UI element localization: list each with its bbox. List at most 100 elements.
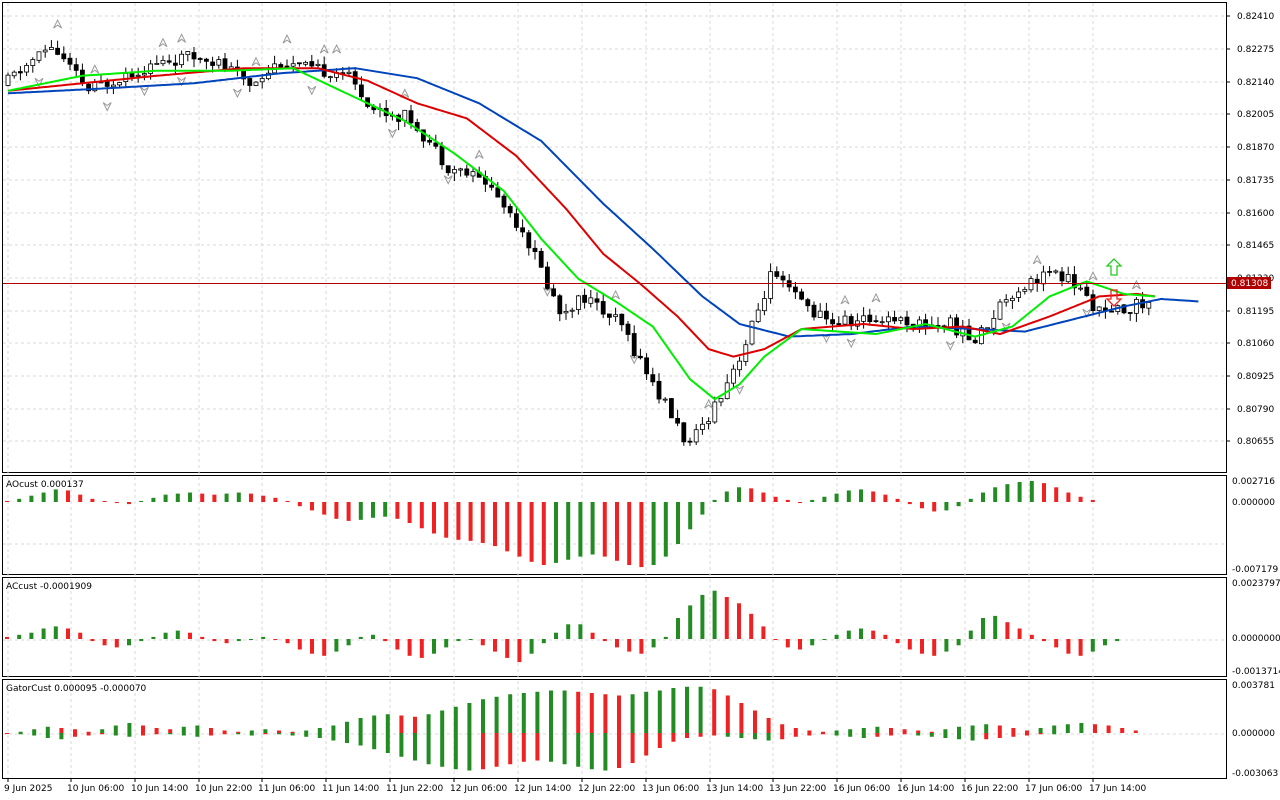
buy-arrow-icon <box>1105 258 1123 276</box>
gator-upper-bar <box>304 730 309 733</box>
candle <box>73 57 79 78</box>
candle <box>470 166 476 183</box>
histogram-bar <box>53 626 58 639</box>
histogram-bar <box>785 639 790 648</box>
fractal-down-icon <box>102 102 112 112</box>
gator-upper-bar <box>943 729 948 733</box>
histogram-bar <box>944 639 949 652</box>
gator-lower-bar <box>916 733 921 736</box>
gator-lower-bar <box>821 733 825 735</box>
price-label: 0.80655 <box>1237 437 1274 447</box>
ac-pane[interactable] <box>2 577 1227 677</box>
candle <box>898 315 904 325</box>
candle <box>799 288 804 301</box>
candle <box>55 40 60 56</box>
fractal-down-icon <box>443 175 453 185</box>
time-label: 13 Jun 06:00 <box>642 784 699 794</box>
fractal-up-icon <box>319 44 329 54</box>
histogram-bar <box>1066 492 1071 502</box>
gator-upper-bar <box>1052 725 1057 733</box>
histogram-bar <box>1042 639 1046 642</box>
histogram-bar <box>688 502 693 530</box>
candle <box>1127 312 1133 321</box>
fractal-down-icon <box>542 287 552 297</box>
histogram-bar <box>688 605 693 639</box>
candle <box>30 57 36 73</box>
histogram-bar <box>358 636 363 639</box>
gator-upper-bar <box>181 726 186 733</box>
candle <box>867 308 873 325</box>
gator-lower-bar <box>984 733 989 740</box>
candle <box>607 313 612 326</box>
histogram-bar <box>822 496 827 502</box>
gator-title: GatorCust 0.000095 -0.000070 <box>6 684 147 694</box>
price-label: 0.82410 <box>1237 12 1274 22</box>
histogram-bar <box>724 597 729 639</box>
histogram-bar <box>127 639 131 646</box>
candle <box>489 176 495 191</box>
histogram-bar <box>236 492 241 502</box>
histogram-bar <box>663 502 668 557</box>
gator-upper-bar <box>508 694 513 733</box>
gator-upper-bar <box>929 731 934 733</box>
histogram-bar <box>834 493 839 502</box>
gator-upper-bar <box>222 730 227 733</box>
candle <box>309 55 315 69</box>
histogram-bar <box>297 502 302 507</box>
histogram-bar <box>188 632 192 639</box>
candle <box>644 353 649 380</box>
histogram-bar <box>102 639 107 646</box>
ma-fast-line <box>7 67 1156 401</box>
ao-label-bottom: -0.007179 <box>1232 565 1278 575</box>
histogram-bar <box>590 632 595 639</box>
candle <box>1090 289 1096 316</box>
histogram-bar <box>1042 483 1046 502</box>
fractal-up-icon <box>251 56 261 67</box>
ao-pane[interactable] <box>2 475 1227 575</box>
candle <box>793 281 798 299</box>
histogram-bar <box>1090 499 1095 502</box>
gator-upper-bar <box>263 729 268 733</box>
fractal-up-icon <box>177 33 187 43</box>
fractal-up-icon <box>1032 254 1042 265</box>
histogram-bar <box>920 502 924 509</box>
histogram-bar <box>981 618 985 639</box>
histogram-bar <box>175 630 180 639</box>
histogram-bar <box>371 502 375 518</box>
gator-lower-bar <box>521 733 526 762</box>
histogram-bar <box>188 492 192 502</box>
histogram-bar <box>627 502 632 565</box>
gator-upper-bar <box>848 729 853 733</box>
ao-histogram <box>5 481 1095 568</box>
histogram-bar <box>407 639 412 656</box>
gator-upper-bar <box>753 710 757 733</box>
gator-pane[interactable] <box>2 679 1227 779</box>
histogram-bar <box>1017 628 1022 639</box>
gator-lower-bar <box>413 733 417 761</box>
histogram-bar <box>871 491 876 502</box>
histogram-bar <box>310 639 314 654</box>
candle <box>873 315 879 324</box>
price-label: 0.81870 <box>1237 143 1274 153</box>
fractal-down-icon <box>177 77 187 87</box>
candle <box>1047 266 1052 277</box>
histogram-bar <box>383 502 388 517</box>
candle <box>780 270 786 288</box>
gator-lower-bar <box>1025 733 1029 736</box>
candle <box>507 203 513 218</box>
gator-upper-bar <box>209 728 213 733</box>
candle <box>631 325 637 358</box>
candle <box>700 417 705 435</box>
gator-upper-bar <box>494 696 499 733</box>
histogram-bar <box>444 502 449 538</box>
histogram-bar <box>1017 482 1022 502</box>
time-label: 11 Jun 22:00 <box>386 784 443 794</box>
histogram-bar <box>151 497 156 502</box>
candle <box>1016 287 1021 303</box>
gator-upper-bar <box>521 693 526 733</box>
gator-lower-bar <box>32 733 37 736</box>
gator-upper-bar <box>45 726 50 733</box>
gator-lower-bar <box>372 733 377 750</box>
gator-upper-bar <box>889 728 893 733</box>
